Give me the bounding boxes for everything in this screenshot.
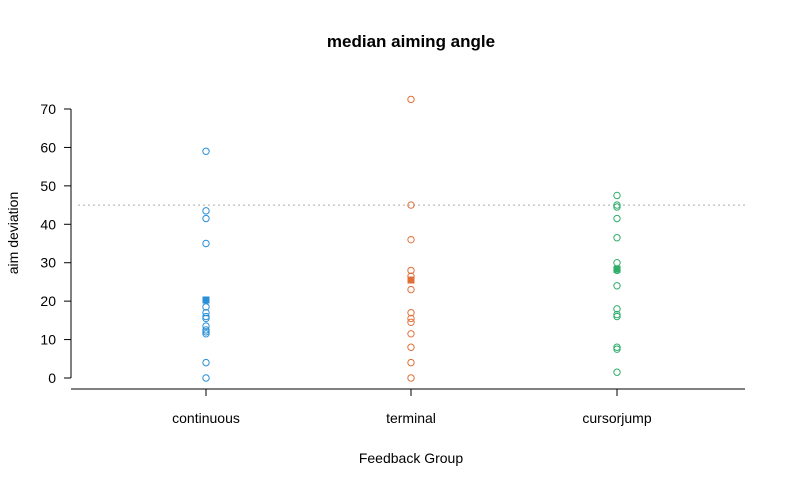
data-point: [613, 305, 621, 313]
data-point: [407, 343, 415, 351]
data-point: [202, 374, 210, 382]
y-tick-label: 40: [40, 216, 56, 232]
data-point: [202, 330, 210, 338]
median-marker: [202, 296, 210, 304]
x-tick-label: cursorjump: [582, 410, 651, 426]
y-axis: 0 10 20 30 40 50 60 70: [40, 101, 72, 386]
data-point: [407, 358, 415, 367]
x-axis-title: Feedback Group: [359, 450, 463, 466]
data-point: [613, 234, 621, 242]
data-point: [613, 310, 621, 319]
data-point: [613, 343, 621, 351]
median-marker: [613, 265, 621, 273]
y-tick-label: 70: [40, 101, 56, 117]
data-point: [407, 285, 415, 294]
data-point: [202, 312, 210, 321]
data-point: [613, 259, 621, 267]
data-point: [407, 308, 415, 317]
data-point: [613, 312, 621, 321]
data-point: [613, 368, 621, 376]
data-point: [202, 314, 210, 323]
y-tick-label: 30: [40, 255, 56, 271]
data-point: [613, 191, 621, 200]
data-point: [613, 345, 621, 353]
data-point: [407, 330, 415, 338]
x-tick-label: terminal: [386, 410, 436, 426]
data-point: [407, 314, 415, 323]
y-tick-label: 20: [40, 293, 56, 309]
x-tick-label: continuous: [172, 410, 240, 426]
y-tick-label: 60: [40, 139, 56, 155]
data-point: [407, 235, 415, 244]
data-point: [202, 207, 210, 215]
y-tick-label: 10: [40, 332, 56, 348]
data-point: [407, 95, 415, 104]
data-point: [202, 326, 210, 334]
data-point: [202, 358, 210, 367]
data-point: [407, 266, 415, 275]
data-point: [202, 239, 210, 248]
median-marker: [407, 276, 415, 284]
y-axis-title: aim deviation: [5, 192, 21, 275]
data-point: [202, 328, 210, 336]
data-point: [613, 203, 621, 211]
chart-title: median aiming angle: [327, 32, 495, 51]
y-tick-label: 50: [40, 178, 56, 194]
data-point: [202, 322, 210, 330]
data-point: [407, 201, 415, 209]
x-axis: continuous terminal cursorjump: [71, 388, 745, 426]
data-point: [202, 308, 210, 317]
data-point: [613, 214, 621, 223]
data-point: [613, 282, 621, 290]
data-point: [202, 214, 210, 223]
y-tick-label: 0: [48, 370, 56, 386]
data-point: [613, 201, 621, 209]
data-point: [407, 318, 415, 326]
data-point: [202, 303, 210, 311]
data-points: [202, 95, 621, 382]
data-point: [407, 374, 415, 382]
data-point: [202, 147, 210, 155]
